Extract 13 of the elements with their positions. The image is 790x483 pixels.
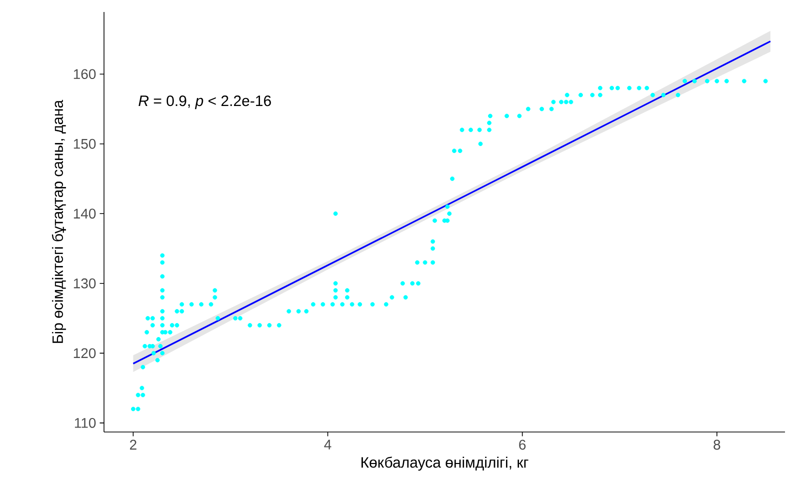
y-tick-label: 120	[74, 348, 96, 358]
y-tick-label: 160	[74, 69, 96, 80]
x-axis-title: Көкбалауса өнімділігі, кг	[362, 456, 528, 471]
annotation: R = 0.9, p < 2.2e-16	[138, 96, 271, 110]
x-tick-label: 8	[714, 440, 720, 450]
y-axis-title: Бір өсімдіктегі бұтақтар саны, дана	[52, 100, 66, 343]
y-tick-label: 130	[74, 278, 96, 288]
y-tick-label: 150	[74, 138, 96, 149]
x-tick-label: 2	[130, 440, 136, 450]
x-tick-label: 6	[519, 440, 526, 450]
x-tick-label: 4	[324, 440, 332, 450]
y-tick-label: 140	[74, 208, 96, 219]
y-tick-label: 110	[74, 418, 96, 428]
